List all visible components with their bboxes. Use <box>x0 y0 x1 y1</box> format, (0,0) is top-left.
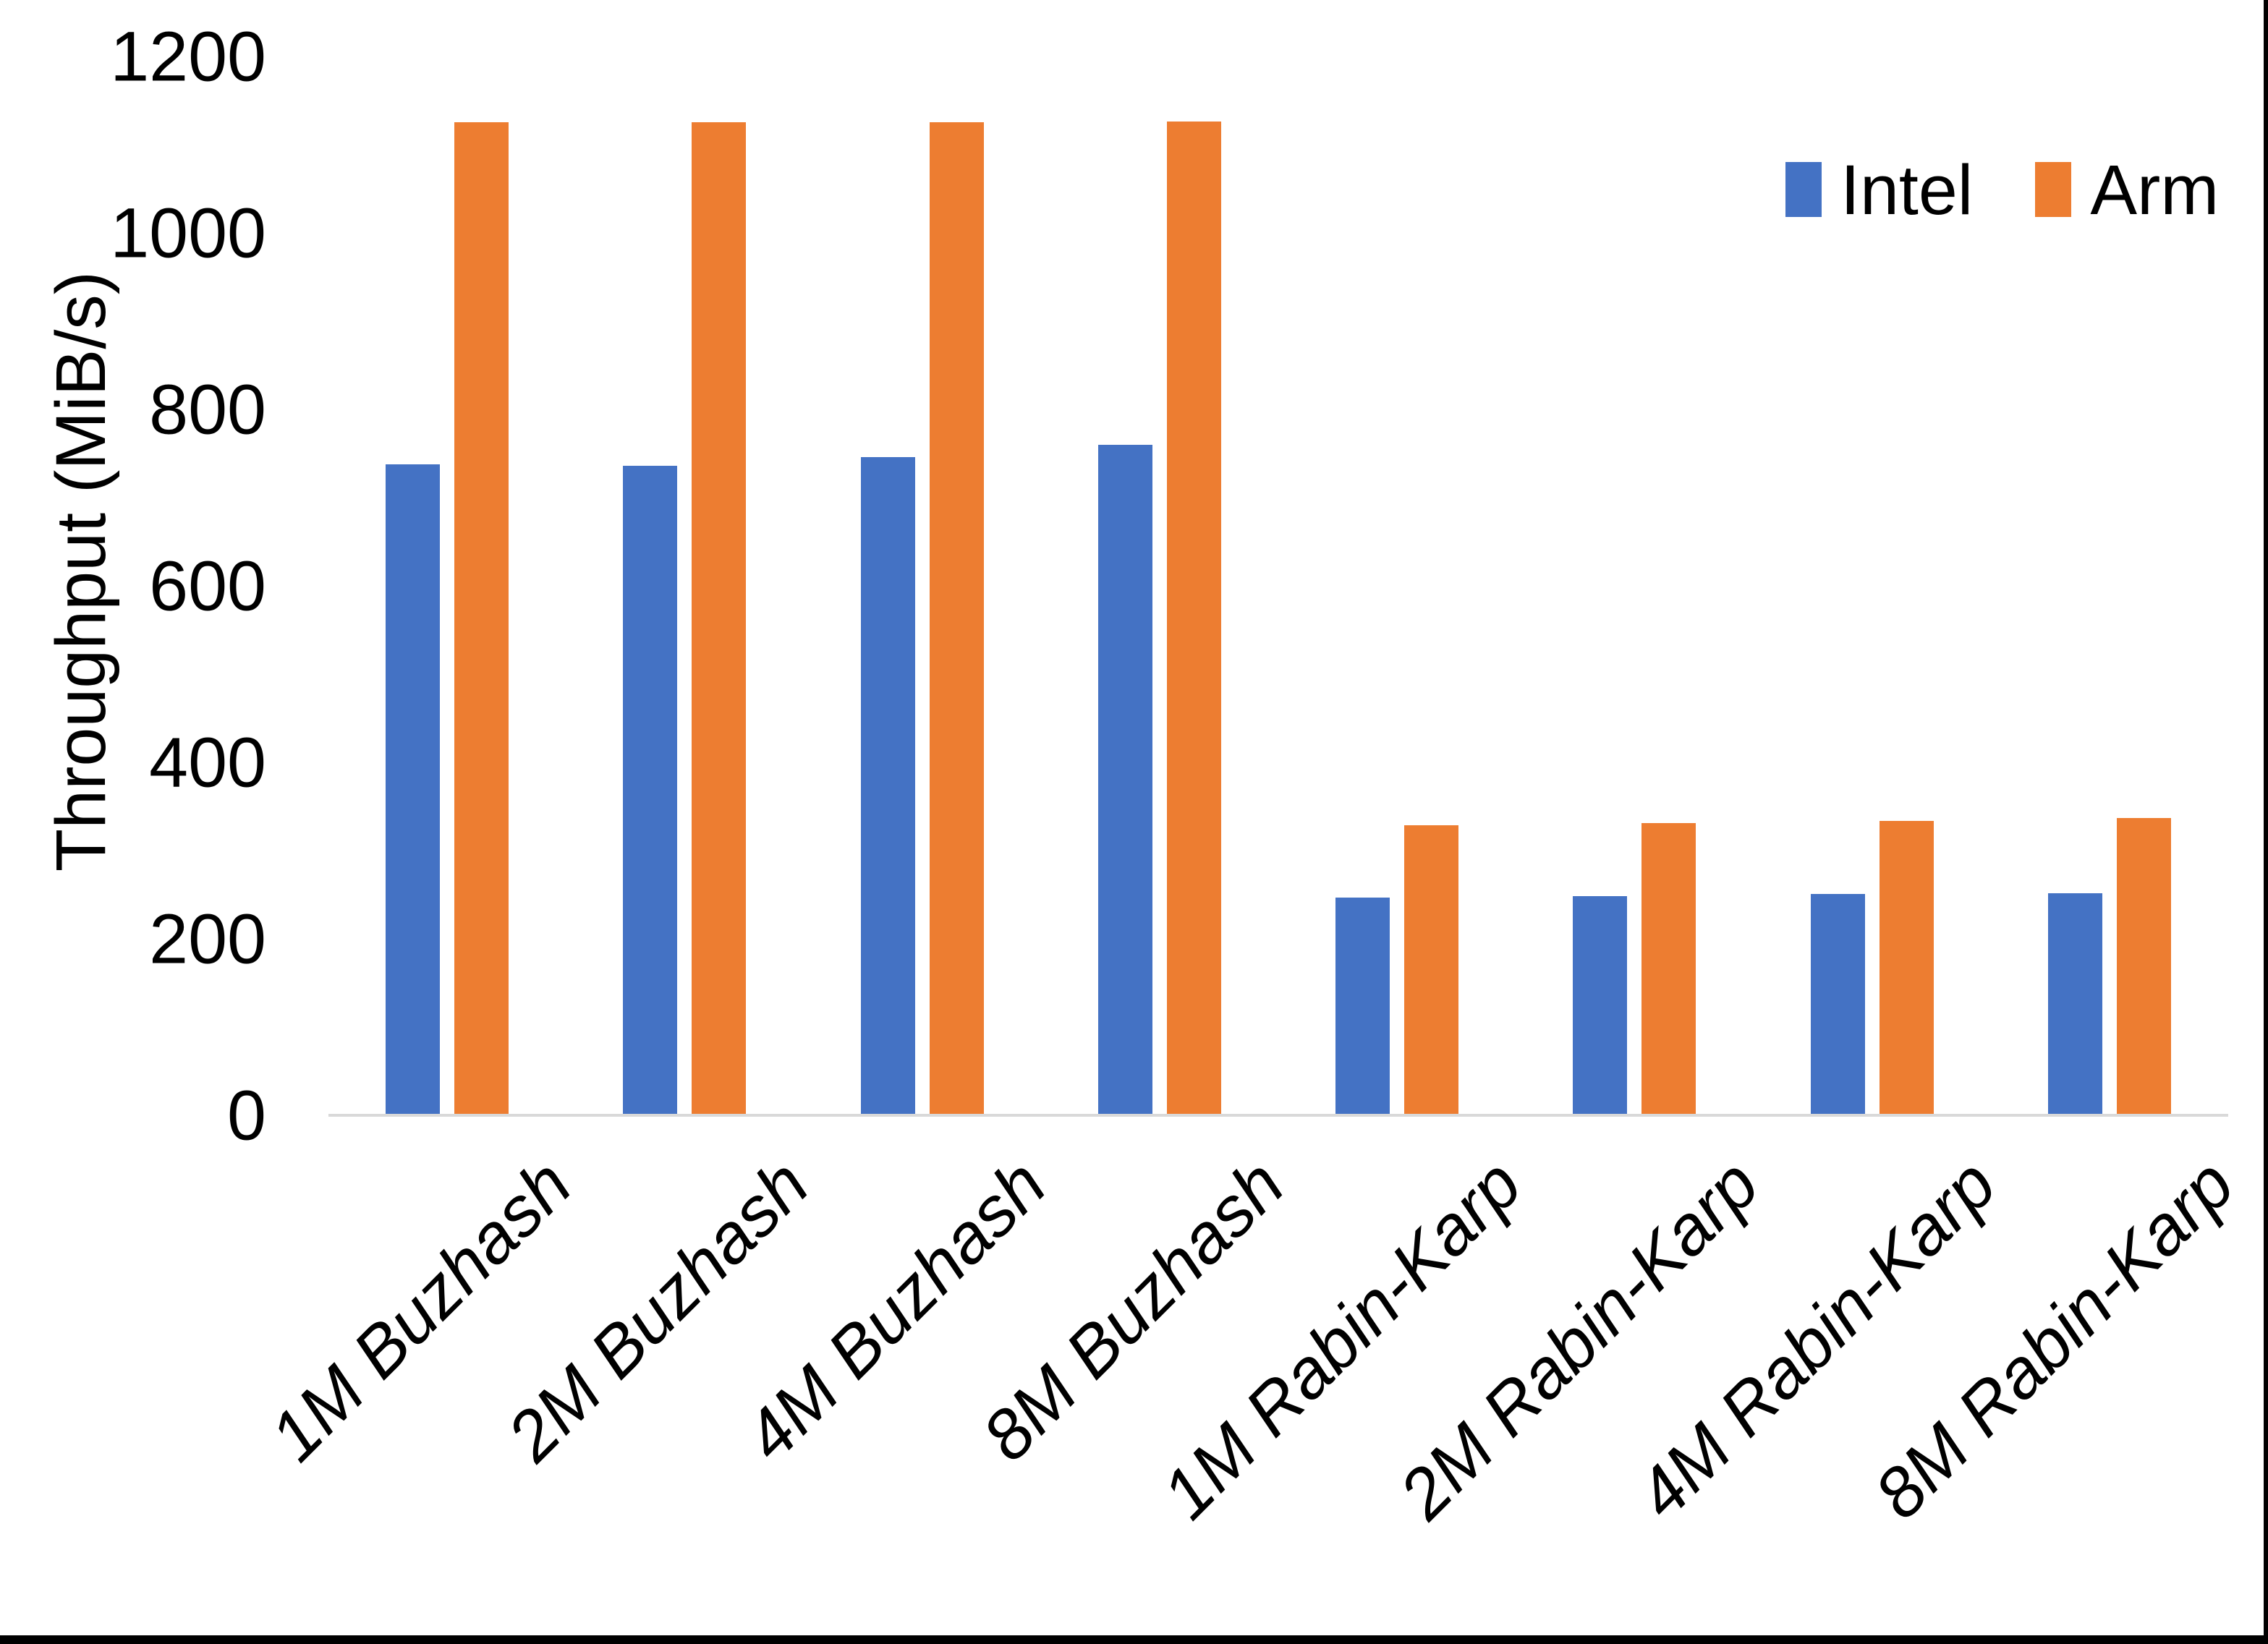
bar-intel-1m-rabin-karp <box>1335 898 1390 1115</box>
legend-item-intel: Intel <box>1785 155 1973 225</box>
y-tick-0: 0 <box>227 1076 266 1155</box>
x-axis-line <box>328 1114 2228 1117</box>
bar-intel-8m-buzhash <box>1097 445 1152 1115</box>
right-border <box>2264 0 2268 1644</box>
bar-intel-2m-buzhash <box>623 466 678 1115</box>
legend-label-arm: Arm <box>2090 150 2220 229</box>
legend-label-intel: Intel <box>1840 150 1974 229</box>
y-tick-1000: 1000 <box>110 193 266 273</box>
bar-arm-1m-rabin-karp <box>1404 825 1458 1115</box>
bar-intel-4m-rabin-karp <box>1810 894 1865 1115</box>
bar-intel-8m-rabin-karp <box>2047 893 2102 1115</box>
y-tick-1200: 1200 <box>110 17 266 96</box>
bar-intel-1m-buzhash <box>386 464 440 1115</box>
bar-intel-4m-buzhash <box>860 457 915 1115</box>
plot-area <box>328 56 2228 1115</box>
y-tick-200: 200 <box>149 899 266 979</box>
bar-arm-8m-buzhash <box>1166 122 1221 1115</box>
y-tick-600: 600 <box>149 546 266 626</box>
legend-swatch-intel <box>1785 162 1822 217</box>
bar-arm-2m-rabin-karp <box>1641 823 1696 1115</box>
legend: Intel Arm <box>1785 155 2219 225</box>
bar-arm-4m-rabin-karp <box>1879 821 1934 1115</box>
bar-intel-2m-rabin-karp <box>1573 896 1628 1115</box>
y-tick-400: 400 <box>149 723 266 802</box>
legend-item-arm: Arm <box>2035 155 2219 225</box>
bar-arm-2m-buzhash <box>692 122 747 1115</box>
y-axis-ticks: 0 200 400 600 800 1000 1200 <box>87 0 266 1644</box>
legend-swatch-arm <box>2035 162 2072 217</box>
bottom-border <box>0 1635 2268 1644</box>
bar-arm-1m-buzhash <box>454 122 509 1115</box>
y-tick-800: 800 <box>149 370 266 449</box>
bar-arm-8m-rabin-karp <box>2116 818 2171 1115</box>
bar-arm-4m-buzhash <box>929 122 984 1115</box>
